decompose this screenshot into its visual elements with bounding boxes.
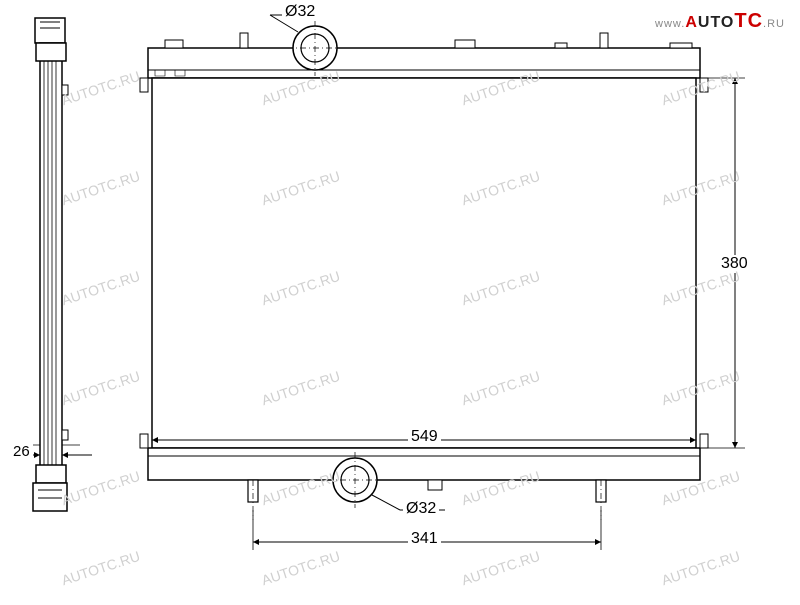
label-dia-top: Ø32 bbox=[282, 3, 318, 21]
logo-tc: TC bbox=[734, 10, 763, 32]
side-view bbox=[33, 18, 68, 511]
site-logo: www.AUTOTC.RU bbox=[655, 10, 785, 33]
logo-a: A bbox=[685, 14, 698, 31]
label-549: 549 bbox=[408, 428, 441, 446]
label-26: 26 bbox=[10, 443, 33, 460]
technical-drawing bbox=[0, 0, 800, 600]
label-380: 380 bbox=[718, 255, 751, 273]
label-dia-bottom: Ø32 bbox=[403, 500, 439, 518]
logo-ru: .RU bbox=[763, 18, 785, 30]
label-341: 341 bbox=[408, 530, 441, 548]
logo-www: www. bbox=[655, 18, 685, 30]
diagram-container: Ø32 Ø32 380 549 341 26 www.AUTOTC.RU AUT… bbox=[0, 0, 800, 600]
logo-uto: UTO bbox=[698, 14, 734, 31]
